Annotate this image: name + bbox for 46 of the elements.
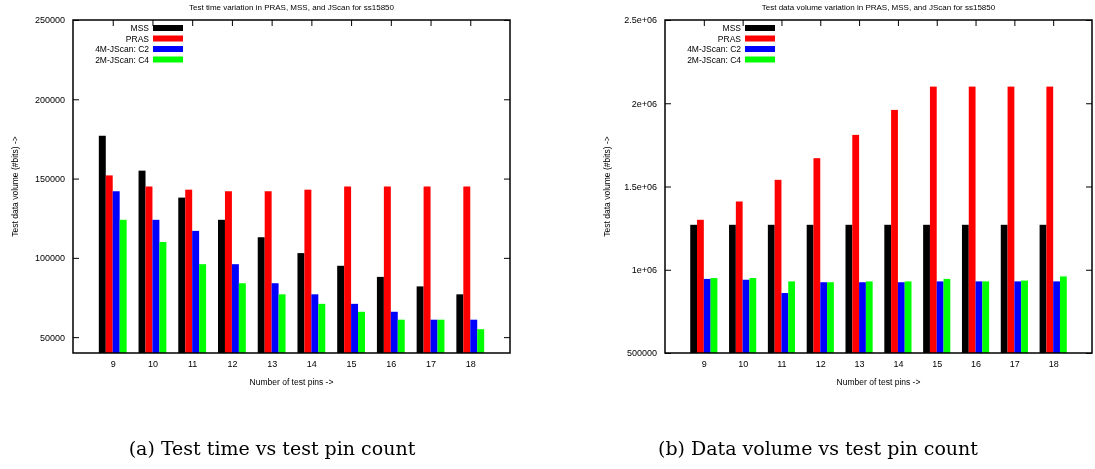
legend-label: 4M-JScan: C2 xyxy=(687,44,742,54)
x-tick-label: 18 xyxy=(465,359,476,370)
y-tick-label: 2.5e+06 xyxy=(624,15,657,26)
legend-label: MSS xyxy=(722,23,742,33)
x-tick-label: 14 xyxy=(893,359,904,370)
x-tick-label: 17 xyxy=(1009,359,1020,370)
x-tick-label: 12 xyxy=(227,359,238,370)
y-tick-label: 50000 xyxy=(39,332,65,343)
y-tick-label: 250000 xyxy=(34,15,65,26)
y-tick-label: 2e+06 xyxy=(631,98,657,109)
legend-label: PRAS xyxy=(125,33,150,44)
x-tick-label: 11 xyxy=(777,359,787,370)
x-tick-label: 18 xyxy=(1048,359,1059,370)
x-tick-label: 14 xyxy=(306,359,317,370)
y-tick-label: 1e+06 xyxy=(631,265,657,276)
y-axis-title: Test data volume (#bits) -> xyxy=(10,136,20,237)
x-tick-label: 11 xyxy=(188,359,198,370)
x-tick-label: 9 xyxy=(701,359,707,370)
y-tick-label: 500000 xyxy=(626,348,657,359)
y-axis-title: Test data volume (#bits) -> xyxy=(602,136,612,237)
legend-label: MSS xyxy=(130,23,150,33)
chart-title: Test time variation in PRAS, MSS, and JScan for ss15850 xyxy=(189,3,395,12)
legend-label: 2M-JScan: C4 xyxy=(687,54,742,65)
x-tick-label: 15 xyxy=(932,359,943,370)
x-tick-label: 15 xyxy=(346,359,357,370)
x-tick-label: 9 xyxy=(110,359,116,370)
y-tick-label: 1.5e+06 xyxy=(624,181,657,192)
x-tick-label: 17 xyxy=(426,359,437,370)
y-tick-label: 100000 xyxy=(34,253,65,264)
x-tick-label: 13 xyxy=(854,359,865,370)
legend-label: PRAS xyxy=(717,33,742,44)
text: (b) Data volume vs test pin count xyxy=(658,437,979,459)
x-tick-label: 16 xyxy=(386,359,397,370)
legend-label: 4M-JScan: C2 xyxy=(95,44,150,54)
text: (a) Test time vs test pin count xyxy=(128,437,416,459)
x-tick-label: 10 xyxy=(738,359,749,370)
legend-label: 2M-JScan: C4 xyxy=(95,54,150,65)
x-tick-label: 13 xyxy=(267,359,278,370)
y-tick-label: 200000 xyxy=(34,94,65,105)
x-tick-label: 16 xyxy=(971,359,982,370)
x-axis-title: Number of test pins -> xyxy=(836,377,921,387)
y-tick-label: 150000 xyxy=(34,173,65,184)
chart-title: Test data volume variation in PRAS, MSS, and JScan for ss15850 xyxy=(761,3,996,12)
x-tick-label: 10 xyxy=(147,359,158,370)
x-axis-title: Number of test pins -> xyxy=(249,377,334,387)
x-tick-label: 12 xyxy=(815,359,826,370)
